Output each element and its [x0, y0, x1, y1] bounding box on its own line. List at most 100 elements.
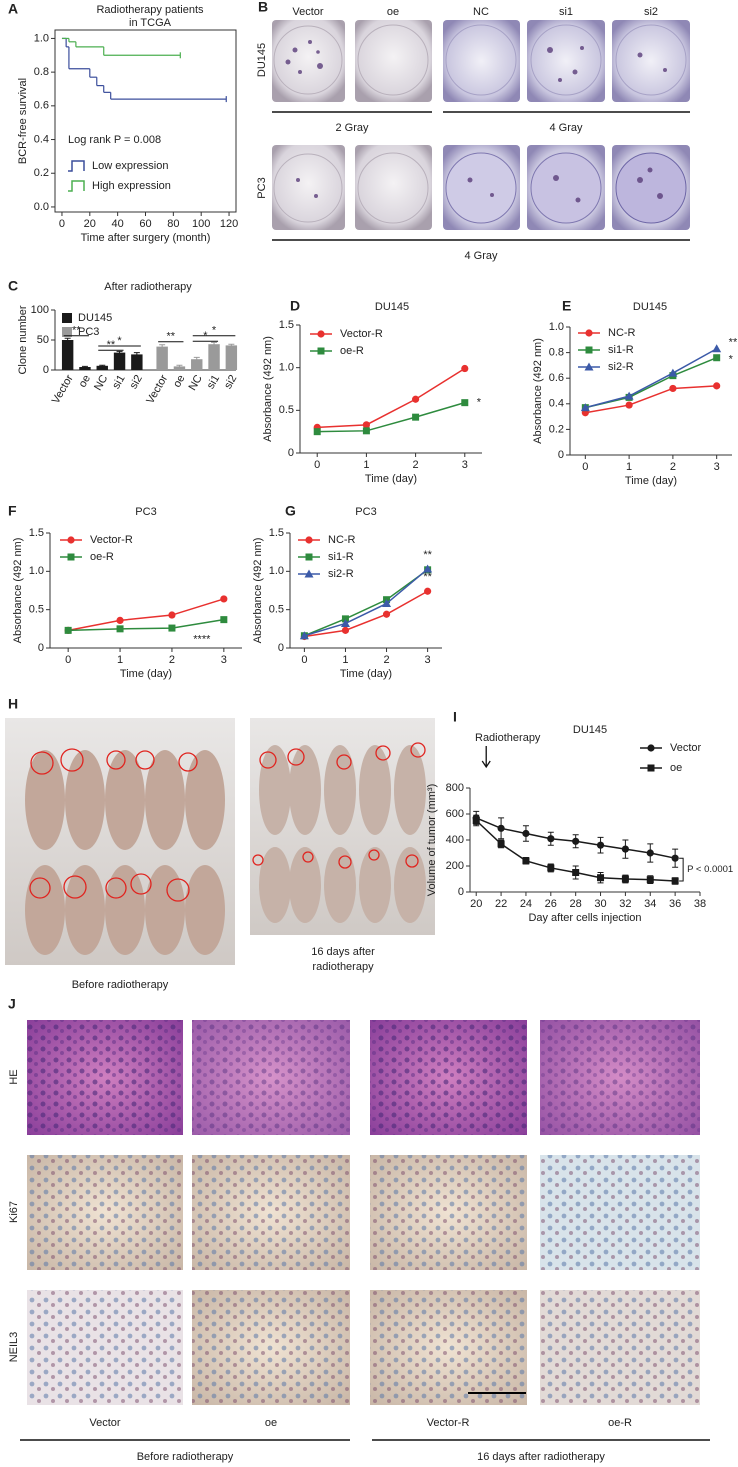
marker — [116, 625, 124, 633]
marker — [382, 610, 391, 618]
marker — [168, 611, 176, 619]
y-tick-label: 0.2 — [34, 167, 49, 179]
marker — [597, 874, 605, 882]
legend-swatch — [62, 327, 72, 337]
marker — [340, 618, 350, 627]
marker — [116, 616, 124, 625]
legend-marker — [305, 536, 313, 544]
panel-letter: G — [285, 503, 296, 519]
marker — [596, 841, 605, 849]
y-tick-label: 1.0 — [269, 565, 284, 577]
significance-label: * — [477, 397, 482, 409]
marker — [424, 587, 432, 595]
bar — [113, 352, 126, 370]
series-line — [304, 590, 428, 638]
significance-label: ** — [72, 325, 81, 337]
x-tick-label: 34 — [644, 898, 656, 910]
legend-label: oe — [670, 762, 682, 774]
dose-label: 4 Gray — [549, 122, 583, 134]
legend-marker — [647, 744, 655, 752]
y-axis-label: BCR-free survival — [17, 78, 29, 164]
marker — [671, 854, 679, 862]
x-tick-label: 100 — [192, 218, 210, 230]
dose-label: 2 Gray — [335, 122, 369, 134]
y-tick-label: 1.5 — [29, 527, 44, 539]
legend-label: High expression — [92, 180, 171, 192]
chart-title: DU145 — [573, 724, 607, 736]
bar — [191, 359, 203, 370]
panel-letter: A — [8, 1, 18, 17]
bar — [208, 344, 220, 370]
x-tick-label: Vector — [50, 373, 76, 406]
y-tick-label: 400 — [446, 834, 464, 846]
x-tick-label: 0 — [301, 654, 307, 666]
column-label: Vector-R — [427, 1417, 470, 1429]
x-tick-label: 30 — [594, 898, 606, 910]
x-axis-label: Time (day) — [120, 668, 172, 680]
y-tick-label: 1.0 — [34, 32, 49, 44]
x-tick-label: 3 — [462, 459, 468, 471]
significance-label: ** — [423, 571, 432, 583]
x-tick-label: 22 — [495, 898, 507, 910]
marker — [713, 382, 721, 390]
significance-label: * — [729, 354, 734, 366]
legend-label: DU145 — [78, 312, 112, 324]
marker — [572, 837, 580, 845]
bar — [225, 345, 238, 370]
error-bar — [81, 365, 88, 368]
marker — [671, 877, 679, 885]
bar — [96, 365, 108, 370]
x-axis-label: Day after cells injection — [528, 912, 641, 924]
y-tick-label: 200 — [446, 860, 464, 872]
legend-marker — [585, 346, 593, 354]
marker — [461, 364, 469, 373]
legend-marker — [67, 536, 75, 544]
row-label: NEIL3 — [8, 1332, 20, 1363]
panel-letter: J — [8, 996, 16, 1012]
marker — [712, 344, 722, 353]
caption: Before radiotherapy — [72, 979, 169, 991]
x-tick-label: 26 — [545, 898, 557, 910]
column-label: si1 — [559, 6, 573, 18]
legend-label: si2-R — [608, 361, 634, 373]
marker — [362, 421, 371, 429]
x-tick-label: NC — [187, 373, 205, 393]
marker — [64, 626, 72, 634]
x-tick-label: 2 — [413, 459, 419, 471]
group-label: Before radiotherapy — [137, 1451, 234, 1463]
legend-label: si1-R — [608, 344, 634, 356]
chart-title: DU145 — [633, 301, 667, 313]
marker — [580, 403, 590, 412]
x-tick-label: 32 — [619, 898, 631, 910]
marker — [572, 869, 580, 876]
y-tick-label: 0.5 — [279, 404, 294, 416]
significance-label: * — [212, 325, 217, 337]
y-tick-label: 0 — [278, 642, 284, 654]
legend-label: oe-R — [90, 551, 114, 563]
legend-label: si2-R — [328, 568, 354, 580]
dose-label: 4 Gray — [464, 250, 498, 262]
x-tick-label: 2 — [670, 461, 676, 473]
panel-j-photos — [20, 1020, 710, 1441]
series-line — [304, 568, 429, 637]
marker — [220, 616, 228, 624]
marker — [646, 849, 654, 857]
y-tick-label: 0.4 — [549, 398, 564, 410]
y-tick-label: 0 — [288, 447, 294, 459]
series-line — [585, 348, 718, 409]
chart-title: After radiotherapy — [104, 281, 192, 293]
marker — [341, 615, 349, 623]
series-line — [585, 385, 717, 414]
panel-letter: B — [258, 0, 268, 15]
marker — [411, 395, 420, 403]
annotation: Log rank P = 0.008 — [68, 134, 161, 146]
x-tick-label: oe — [77, 373, 94, 390]
legend-marker — [585, 329, 593, 337]
y-tick-label: 0.6 — [549, 372, 564, 384]
x-tick-label: 1 — [342, 654, 348, 666]
x-tick-label: 1 — [117, 654, 123, 666]
y-tick-label: 600 — [446, 808, 464, 820]
x-tick-label: si1 — [110, 373, 127, 391]
marker — [497, 840, 505, 848]
